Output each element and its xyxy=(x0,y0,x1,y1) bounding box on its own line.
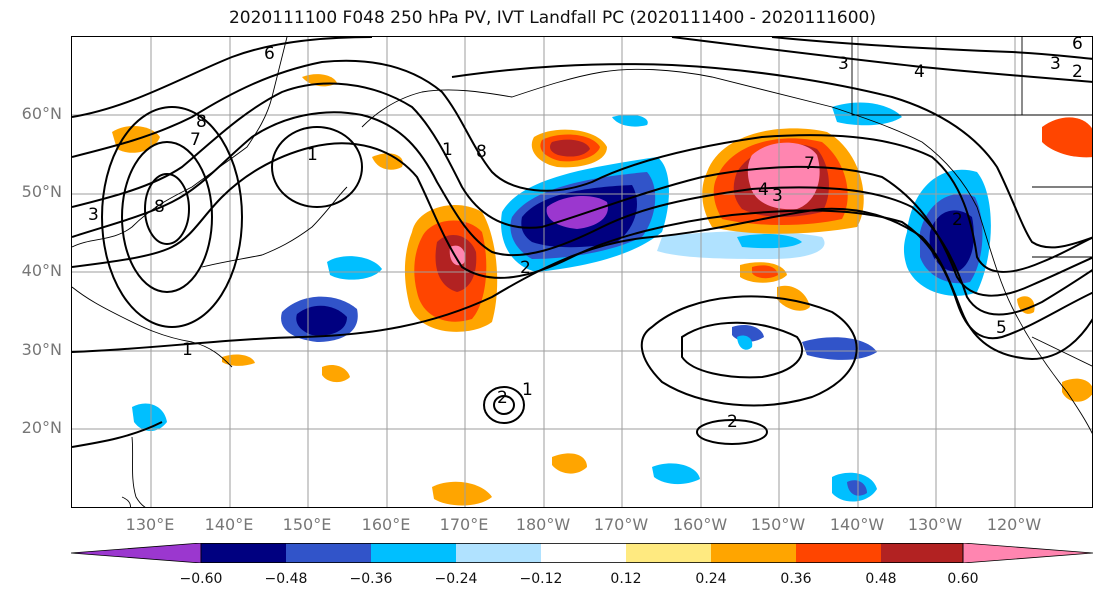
contour-label: 3 xyxy=(838,54,849,74)
colorbar-segment xyxy=(541,543,626,563)
contour-label: 8 xyxy=(476,142,487,162)
colorbar-segment xyxy=(371,543,456,563)
lon-label-170w: 170°W xyxy=(593,515,649,534)
colorbar-tick: 0.24 xyxy=(695,571,727,587)
lat-label-30n: 30°N xyxy=(21,340,62,359)
contour-label: 1 xyxy=(182,340,193,360)
map-panel: 6 8 7 1 3 8 1 8 2 1 2 1 2 3 4 7 4 3 2 3 … xyxy=(71,36,1093,508)
graticule xyxy=(72,37,1092,507)
colorbar-tick: 0.48 xyxy=(865,571,897,587)
anomaly-fills xyxy=(112,74,1092,506)
lon-label-180w: 180°W xyxy=(515,515,571,534)
colorbar xyxy=(71,543,1093,563)
lon-label-140e: 140°E xyxy=(204,515,254,534)
lon-label-120w: 120°W xyxy=(986,515,1042,534)
colorbar-tick: −0.60 xyxy=(179,571,223,587)
contour-label: 6 xyxy=(264,44,275,64)
contour-label: 5 xyxy=(996,318,1007,338)
colorbar-segment xyxy=(71,543,202,563)
colorbar-segment xyxy=(711,543,796,563)
lon-label-150e: 150°E xyxy=(282,515,332,534)
contour-label: 4 xyxy=(758,180,769,200)
colorbar-tick: 0.60 xyxy=(947,571,979,587)
lat-label-20n: 20°N xyxy=(21,418,62,437)
contour-label: 3 xyxy=(88,205,99,225)
colorbar-segment xyxy=(796,543,881,563)
lat-label-60n: 60°N xyxy=(21,104,62,123)
lon-label-160e: 160°E xyxy=(361,515,411,534)
colorbar-tick: −0.48 xyxy=(264,571,308,587)
pv-contours xyxy=(72,37,1092,448)
lon-label-140w: 140°W xyxy=(829,515,885,534)
colorbar-tick: −0.12 xyxy=(519,571,563,587)
contour-label: 3 xyxy=(772,186,783,206)
contour-label: 1 xyxy=(442,140,453,160)
colorbar-tick: −0.24 xyxy=(434,571,478,587)
contour-label: 2 xyxy=(952,210,963,230)
contour-label: 2 xyxy=(727,412,738,432)
contour-label: 7 xyxy=(190,130,201,150)
lat-label-40n: 40°N xyxy=(21,261,62,280)
colorbar-tick: 0.12 xyxy=(610,571,642,587)
contour-label: 2 xyxy=(1072,62,1083,82)
lat-label-50n: 50°N xyxy=(21,182,62,201)
colorbar-segment xyxy=(881,543,963,563)
contour-label: 8 xyxy=(196,112,207,132)
contour-label: 6 xyxy=(1072,37,1083,54)
lon-label-170e: 170°E xyxy=(439,515,489,534)
colorbar-tick: −0.36 xyxy=(349,571,393,587)
contour-label: 8 xyxy=(154,197,165,217)
contour-label: 1 xyxy=(307,145,318,165)
contour-label: 7 xyxy=(804,154,815,174)
colorbar-segment xyxy=(456,543,541,563)
contour-label: 4 xyxy=(914,62,925,82)
colorbar-tick: 0.36 xyxy=(780,571,812,587)
map-svg: 6 8 7 1 3 8 1 8 2 1 2 1 2 3 4 7 4 3 2 3 … xyxy=(72,37,1092,507)
contour-label: 3 xyxy=(1050,54,1061,74)
chart-title: 2020111100 F048 250 hPa PV, IVT Landfall… xyxy=(228,8,876,28)
colorbar-segment xyxy=(201,543,286,563)
contour-label: 1 xyxy=(522,380,533,400)
contour-labels: 6 8 7 1 3 8 1 8 2 1 2 1 2 3 4 7 4 3 2 3 … xyxy=(88,37,1083,432)
lon-label-150w: 150°W xyxy=(750,515,806,534)
lon-label-160w: 160°W xyxy=(672,515,728,534)
colorbar-segment xyxy=(962,543,1093,563)
lon-label-130w: 130°W xyxy=(907,515,963,534)
contour-label: 2 xyxy=(497,388,508,408)
contour-label: 2 xyxy=(520,258,531,278)
colorbar-segment xyxy=(626,543,711,563)
colorbar-segment xyxy=(286,543,371,563)
lon-label-130e: 130°E xyxy=(125,515,175,534)
